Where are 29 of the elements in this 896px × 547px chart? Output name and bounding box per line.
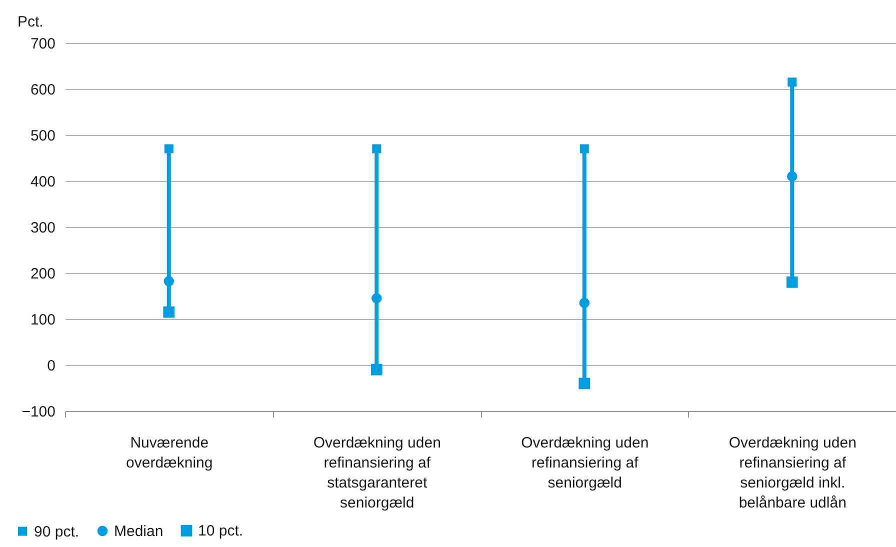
point bbox=[163, 306, 175, 318]
point bbox=[786, 276, 798, 288]
y-tick-label: 700 bbox=[30, 36, 56, 52]
point bbox=[164, 144, 174, 154]
point bbox=[578, 378, 590, 390]
legend-label: 90 pct. bbox=[34, 523, 80, 540]
x-tick-label: Overdækning uden refinansiering af statsgaranteret seniorgæld bbox=[313, 434, 441, 512]
point bbox=[786, 171, 798, 182]
point bbox=[372, 144, 382, 154]
point bbox=[371, 293, 382, 304]
point bbox=[164, 276, 174, 286]
y-tick-label: 200 bbox=[30, 266, 56, 282]
legend-label: 10 pct. bbox=[198, 522, 244, 540]
y-axis-title: Pct. bbox=[18, 14, 44, 30]
legend-label: Median bbox=[114, 522, 164, 540]
y-tick-label: 400 bbox=[30, 174, 56, 190]
y-tick-label: −100 bbox=[22, 404, 56, 420]
y-tick-label: 0 bbox=[47, 358, 56, 374]
y-tick-label: 500 bbox=[30, 128, 56, 144]
x-tick-label: Overdækning uden refinansiering af seniorgæld inkl. belånbare udlån bbox=[728, 434, 856, 512]
point bbox=[580, 144, 589, 154]
point bbox=[788, 78, 797, 87]
y-tick-label: 300 bbox=[30, 220, 56, 236]
y-tick-label: 600 bbox=[30, 82, 56, 98]
y-tick-label: 100 bbox=[30, 312, 56, 328]
x-tick-label: Nuværende overdækning bbox=[126, 434, 213, 472]
point bbox=[579, 298, 590, 308]
point bbox=[370, 364, 382, 376]
x-tick-label: Overdækning uden refinansiering af seniorgæld bbox=[521, 434, 649, 492]
